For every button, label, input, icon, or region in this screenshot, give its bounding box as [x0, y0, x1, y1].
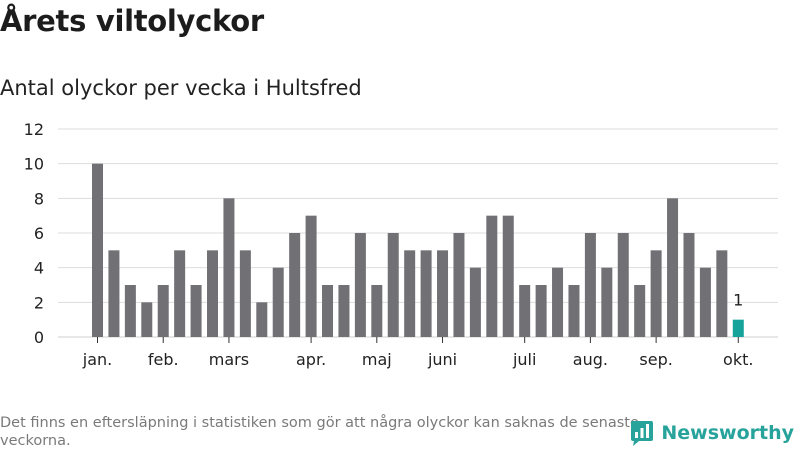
bar: [174, 250, 186, 337]
y-tick-label: 6: [34, 224, 44, 243]
bar: [584, 233, 596, 337]
bar: [141, 302, 153, 337]
y-tick-label: 2: [34, 293, 44, 312]
bar: [535, 285, 547, 337]
y-axis-ticks: 0 2 4 6 8 10 12: [24, 120, 44, 347]
x-axis-ticks: jan. feb. mars apr. maj juni juli aug. sep. okt.: [82, 337, 753, 369]
bar: [469, 267, 481, 337]
bar: [420, 250, 432, 337]
bar: [683, 233, 695, 337]
footnote: Det finns en eftersläpning i statistiken…: [0, 415, 639, 449]
bar: [239, 250, 251, 337]
bar: [157, 285, 169, 337]
y-tick-label: 10: [24, 155, 44, 174]
bar: [338, 285, 350, 337]
x-tick-label: apr.: [296, 350, 326, 369]
bar: [272, 267, 284, 337]
x-tick-label: feb.: [148, 350, 179, 369]
bar: [371, 285, 383, 337]
bar: [568, 285, 580, 337]
bar: [190, 285, 202, 337]
y-tick-label: 12: [24, 120, 44, 139]
bar: [486, 215, 498, 337]
x-tick-label: mars: [209, 350, 249, 369]
bar: [453, 233, 465, 337]
bar: [502, 215, 514, 337]
bar: [519, 285, 531, 337]
bar: [207, 250, 219, 337]
bar: [552, 267, 564, 337]
bars: [92, 163, 744, 337]
bar-highlighted: [732, 319, 744, 337]
bar: [223, 198, 235, 337]
bar: [716, 250, 728, 337]
bar: [305, 215, 317, 337]
chart-subtitle: Antal olyckor per vecka i Hultsfred: [0, 76, 362, 100]
x-tick-label: sep.: [639, 350, 672, 369]
bar: [256, 302, 268, 337]
x-tick-label: okt.: [723, 350, 753, 369]
bar: [289, 233, 301, 337]
bar: [634, 285, 646, 337]
brand-logo[interactable]: Newsworthy: [629, 419, 794, 447]
bar: [699, 267, 711, 337]
bar: [617, 233, 629, 337]
chart-title: Årets viltolyckor: [0, 4, 264, 38]
y-tick-label: 4: [34, 259, 44, 278]
brand-name: Newsworthy: [661, 422, 794, 444]
bar: [124, 285, 136, 337]
bar: [92, 163, 103, 337]
bar: [650, 250, 662, 337]
bar: [437, 250, 449, 337]
bar: [404, 250, 416, 337]
newsworthy-logo-icon: [631, 421, 654, 446]
y-tick-label: 0: [34, 328, 44, 347]
data-label: 1: [733, 291, 743, 310]
x-tick-label: juli: [512, 350, 536, 369]
bar: [667, 198, 679, 337]
x-tick-label: jan.: [82, 350, 112, 369]
bar: [387, 233, 399, 337]
x-tick-label: aug.: [573, 350, 608, 369]
x-tick-label: maj: [362, 350, 392, 369]
y-tick-label: 8: [34, 189, 44, 208]
bar: [322, 285, 334, 337]
bar: [601, 267, 613, 337]
bar: [354, 233, 366, 337]
bar: [108, 250, 120, 337]
bar-chart: 0 2 4 6 8 10 12 jan. feb. mars apr. maj juni juli aug…: [24, 120, 778, 369]
x-tick-label: juni: [427, 350, 457, 369]
data-labels: 1: [733, 291, 743, 310]
